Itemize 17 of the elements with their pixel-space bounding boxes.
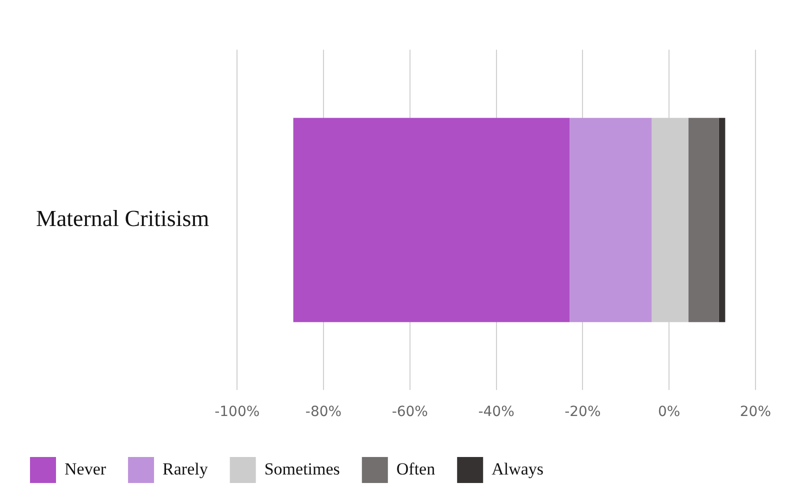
legend-label: Always [492, 459, 544, 478]
legend-label: Never [64, 459, 106, 478]
x-tick-label: -20% [564, 404, 601, 420]
legend-label: Sometimes [264, 459, 340, 478]
x-tick-label: -80% [305, 404, 342, 420]
bar [688, 118, 719, 322]
legend-label: Rarely [162, 459, 208, 478]
x-tick-label: 20% [740, 404, 772, 420]
bar [718, 118, 726, 322]
x-tick-label: 0% [658, 404, 680, 420]
legend-label: Often [396, 459, 436, 478]
y-tick-label: Maternal Critisism [36, 206, 210, 232]
x-tick-label: -60% [392, 404, 428, 420]
x-tick-label: -40% [478, 404, 514, 420]
bar [570, 118, 652, 322]
x-tick-label: -100% [214, 404, 260, 420]
bar [293, 118, 570, 322]
